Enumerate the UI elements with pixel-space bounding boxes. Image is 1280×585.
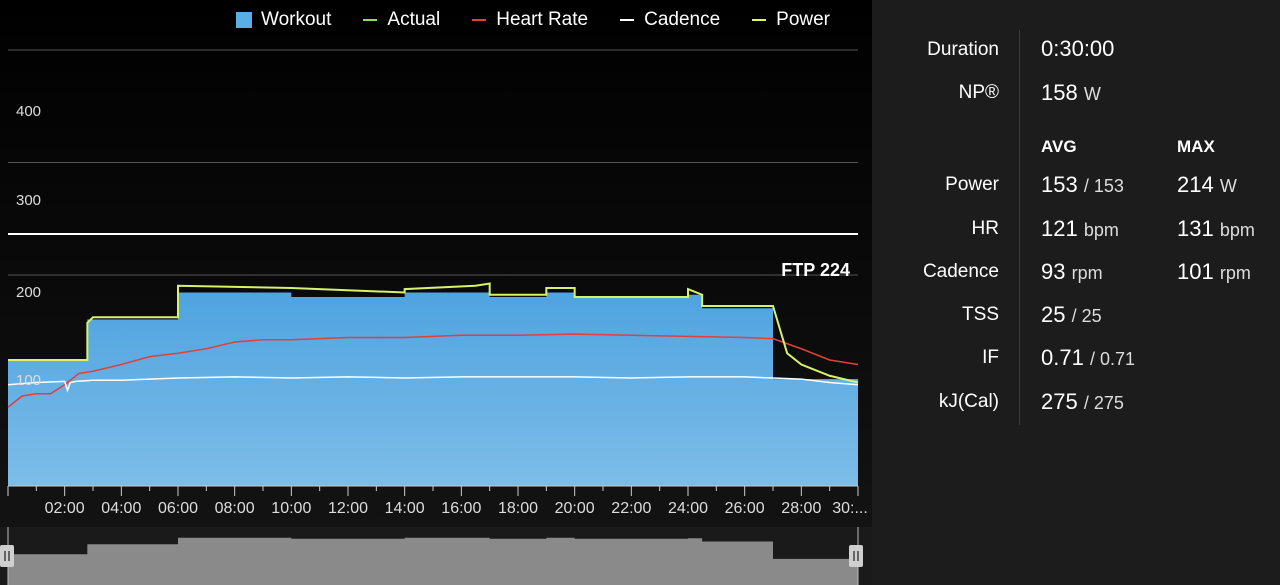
actual-swatch-icon — [363, 19, 378, 21]
x-tick-label: 08:00 — [214, 500, 255, 517]
series-heart-rate — [7, 333, 859, 408]
np-value: 158 W — [1041, 80, 1101, 105]
x-tick-label: 04:00 — [101, 500, 142, 517]
max-unit: bpm — [1219, 220, 1255, 240]
chart-legend: Workout Actual Heart Rate Cadence Power — [236, 9, 830, 31]
x-tick-label: 22:00 — [611, 500, 652, 517]
cadence-swatch-icon — [620, 19, 635, 21]
stat-label-tss: TSS — [962, 304, 999, 325]
max-number: 101 — [1177, 259, 1214, 284]
avg-number: 0.71 — [1041, 345, 1084, 370]
avg-unit: / 25 — [1071, 306, 1102, 326]
stat-label-kjcal: kJ(Cal) — [938, 391, 999, 412]
avg-unit: / 153 — [1083, 176, 1124, 196]
stat-avg-value: 153 / 153 — [1041, 172, 1124, 198]
stats-divider — [1019, 30, 1020, 425]
range-start-handle[interactable] — [0, 545, 14, 567]
legend-power[interactable]: Power — [752, 9, 830, 31]
stats-panel — [872, 0, 1280, 585]
avg-column-header: AVG — [1041, 137, 1077, 156]
stat-label-hr: HR — [971, 218, 999, 239]
chart-panel: Workout Actual Heart Rate Cadence Power … — [0, 0, 872, 585]
stat-avg-value: 275 / 275 — [1041, 389, 1124, 415]
max-number: 131 — [1177, 216, 1214, 241]
x-tick-label: 20:00 — [554, 500, 595, 517]
max-unit: W — [1219, 176, 1237, 196]
x-tick-label: 26:00 — [724, 500, 765, 517]
avg-unit: / 275 — [1083, 393, 1124, 413]
stat-max-value: 131 bpm — [1177, 216, 1255, 242]
workout-chart[interactable] — [0, 0, 872, 585]
stat-avg-value: 121 bpm — [1041, 216, 1119, 242]
stat-label-if: IF — [982, 347, 999, 368]
stat-max-value: 214 W — [1177, 172, 1237, 198]
avg-number: 153 — [1041, 172, 1078, 197]
legend-workout[interactable]: Workout — [236, 9, 331, 31]
x-tick-label: 16:00 — [441, 500, 482, 517]
x-tick-label: 10:00 — [271, 500, 312, 517]
x-tick-label: 02:00 — [44, 500, 85, 517]
y-tick-label: 200 — [16, 284, 42, 301]
legend-actual[interactable]: Actual — [363, 9, 440, 31]
x-tick-label: 06:00 — [157, 500, 199, 517]
stat-avg-value: 93 rpm — [1041, 259, 1103, 285]
workout-swatch-icon — [236, 12, 252, 28]
heart-rate-swatch-icon — [472, 19, 487, 21]
stat-max-value: 101 rpm — [1177, 259, 1251, 285]
series-cadence — [7, 376, 859, 393]
y-tick-label: 400 — [16, 103, 42, 120]
ftp-label: FTP 224 — [781, 260, 850, 280]
avg-number: 121 — [1041, 216, 1078, 241]
duration-label: Duration — [927, 39, 999, 60]
avg-number: 25 — [1041, 302, 1066, 327]
y-tick-label: 100 — [16, 372, 42, 389]
workout-area — [8, 292, 858, 486]
x-tick-label: 18:00 — [497, 500, 539, 517]
stat-avg-value: 25 / 25 — [1041, 302, 1102, 328]
power-swatch-icon — [752, 19, 767, 21]
avg-unit: bpm — [1083, 220, 1119, 240]
x-tick-label: 28:00 — [781, 500, 822, 517]
avg-unit: rpm — [1071, 263, 1103, 283]
x-tick-label: 24:00 — [667, 500, 709, 517]
x-tick-label: 30:... — [832, 500, 868, 517]
avg-unit: / 0.71 — [1089, 349, 1135, 369]
stat-label-power: Power — [945, 174, 999, 195]
x-tick-label: 12:00 — [327, 500, 369, 517]
duration-value: 0:30:00 — [1041, 36, 1115, 61]
stat-avg-value: 0.71 / 0.71 — [1041, 345, 1135, 371]
max-column-header: MAX — [1177, 137, 1215, 156]
stat-label-cadence: Cadence — [922, 261, 999, 282]
max-unit: rpm — [1219, 263, 1251, 283]
legend-heart-rate[interactable]: Heart Rate — [472, 9, 588, 31]
overview-area — [8, 537, 858, 585]
legend-cadence[interactable]: Cadence — [620, 9, 720, 31]
range-end-handle[interactable] — [849, 545, 863, 567]
series-actual — [8, 282, 859, 384]
y-tick-label: 300 — [16, 192, 42, 209]
avg-number: 93 — [1041, 259, 1066, 284]
x-tick-label: 14:00 — [384, 500, 425, 517]
max-number: 214 — [1177, 172, 1214, 197]
np-label: NP® — [958, 82, 999, 103]
avg-number: 275 — [1041, 389, 1078, 414]
